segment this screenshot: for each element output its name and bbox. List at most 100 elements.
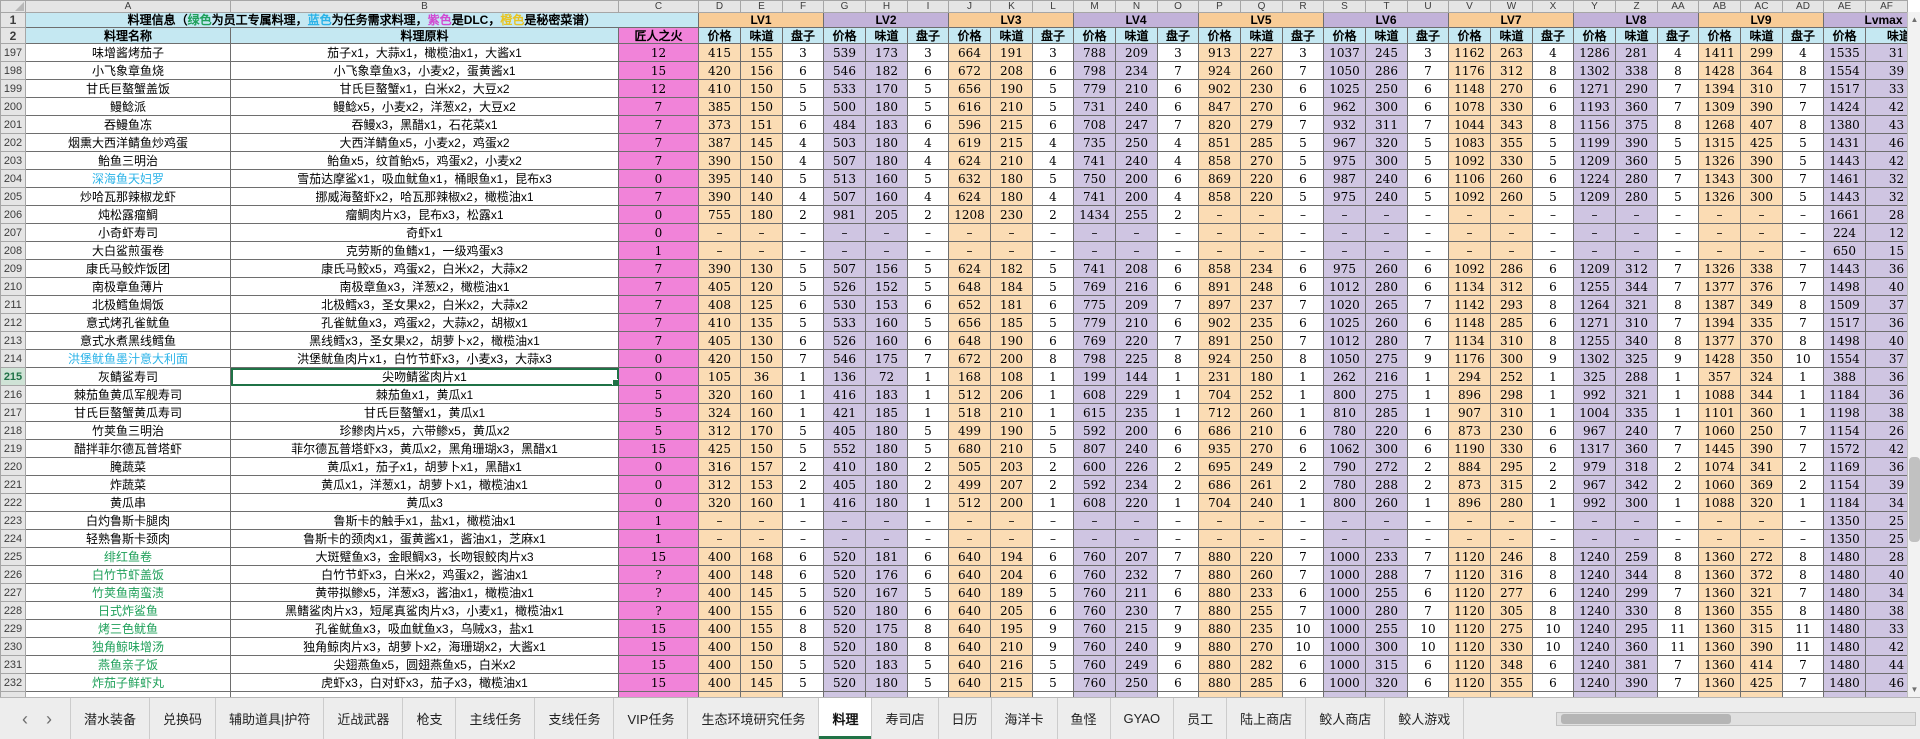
cell-price-lv3[interactable]: 640	[948, 547, 991, 566]
sheet-tab-支线任务[interactable]: 支线任务	[535, 698, 615, 739]
cell-craft-fire[interactable]: 7	[618, 259, 699, 278]
cell-price-lv6[interactable]: 962	[1323, 97, 1366, 116]
cell-plates-lv9[interactable]: 11	[1782, 619, 1824, 638]
cell-taste-lv3[interactable]: 185	[990, 313, 1033, 332]
cell-taste-lv3[interactable]: 190	[990, 79, 1033, 98]
cell-plates-lv1[interactable]: 3	[782, 43, 824, 62]
cell-taste-lv5[interactable]: 220	[1240, 169, 1283, 188]
cell-price-lv4[interactable]: 1434	[1073, 205, 1116, 224]
cell-taste-lv5[interactable]: 270	[1240, 439, 1283, 458]
cell-taste-lv1[interactable]: 155	[740, 43, 783, 62]
cell-dish-name[interactable]: 轻熟鲁斯卡颈肉	[25, 529, 231, 548]
cell-price-lv1[interactable]: 425	[698, 439, 741, 458]
cell-plates-lv8[interactable]: –	[1657, 223, 1699, 242]
cell-taste-lv5[interactable]: 261	[1240, 475, 1283, 494]
cell-ingredients[interactable]: 尖吻鲭鲨肉片x1	[230, 367, 619, 386]
column-letter-N[interactable]: N	[1115, 0, 1158, 13]
cell-price-lv1[interactable]: 410	[698, 79, 741, 98]
sheet-tab-料理-active[interactable]: 料理	[819, 698, 873, 739]
cell-price-lv6[interactable]: 1000	[1323, 673, 1366, 692]
cell-price-lv2[interactable]: 981	[823, 205, 866, 224]
cell-taste-lv3[interactable]: 210	[990, 439, 1033, 458]
cell-taste-lv5[interactable]: 180	[1240, 367, 1283, 386]
cell-taste-lv4[interactable]: 144	[1115, 367, 1158, 386]
cell-taste-lv3[interactable]: 200	[990, 493, 1033, 512]
cell-price-lv6[interactable]: 1012	[1323, 331, 1366, 350]
sheet-tab-陆上商店[interactable]: 陆上商店	[1227, 698, 1307, 739]
cell-taste-lv2[interactable]: –	[865, 241, 908, 260]
cell-plates-lv2[interactable]: 1	[907, 493, 949, 512]
cell-price-lv8[interactable]: 1240	[1573, 565, 1616, 584]
cell-price-lv3[interactable]: 672	[948, 61, 991, 80]
column-letter-K[interactable]: K	[990, 0, 1033, 13]
cell-price-lv4[interactable]: 760	[1073, 619, 1116, 638]
cell-taste-lv1[interactable]: 135	[740, 313, 783, 332]
cell-taste-lv5[interactable]: 237	[1240, 295, 1283, 314]
header-plates-lv6[interactable]: 盘子	[1407, 27, 1449, 44]
cell-price-lvmax[interactable]: 224	[1823, 223, 1866, 242]
header-price-lv5[interactable]: 价格	[1198, 27, 1241, 44]
cell-price-lv4[interactable]: 741	[1073, 151, 1116, 170]
cell-taste-lv3[interactable]: 230	[990, 205, 1033, 224]
cell-taste-lv8[interactable]: 280	[1615, 187, 1658, 206]
horizontal-scrollbar-thumb[interactable]	[1561, 714, 1731, 724]
cell-taste-lv2[interactable]: 160	[865, 187, 908, 206]
cell-plates-lv4[interactable]: 7	[1157, 61, 1199, 80]
cell-price-lv2[interactable]: 533	[823, 79, 866, 98]
cell-price-lv6[interactable]: 1025	[1323, 79, 1366, 98]
column-letter-E[interactable]: E	[740, 0, 783, 13]
sheet-tab-鲛人商店[interactable]: 鲛人商店	[1306, 698, 1386, 739]
cell-plates-lv8[interactable]: 2	[1657, 475, 1699, 494]
cell-craft-fire[interactable]: 7	[618, 133, 699, 152]
cell-plates-lv9[interactable]: –	[1782, 241, 1824, 260]
cell-price-lv3[interactable]: 652	[948, 295, 991, 314]
cell-plates-lv4[interactable]: 7	[1157, 547, 1199, 566]
sheet-tab-枪支[interactable]: 枪支	[403, 698, 457, 739]
cell-taste-lv8[interactable]: 299	[1615, 583, 1658, 602]
cell-plates-lv1[interactable]: 2	[782, 205, 824, 224]
cell-taste-lv3[interactable]: –	[990, 223, 1033, 242]
cell-taste-lv9[interactable]: –	[1740, 529, 1783, 548]
cell-taste-lv6[interactable]: 220	[1365, 421, 1408, 440]
cell-taste-lv5[interactable]: –	[1240, 511, 1283, 530]
cell-price-lv3[interactable]: 512	[948, 385, 991, 404]
level-group-header-Lvmax[interactable]: Lvmax	[1823, 12, 1908, 28]
cell-craft-fire[interactable]: 0	[618, 223, 699, 242]
cell-price-lvmax[interactable]: 388	[1823, 367, 1866, 386]
cell-price-lv6[interactable]: 800	[1323, 493, 1366, 512]
cell-plates-lv6[interactable]: 5	[1407, 133, 1449, 152]
cell-plates-lv6[interactable]: 9	[1407, 349, 1449, 368]
cell-price-lv8[interactable]: –	[1573, 529, 1616, 548]
cell-price-lv2[interactable]: 507	[823, 151, 866, 170]
cell-price-lv2[interactable]: 539	[823, 43, 866, 62]
header-plates-lv2[interactable]: 盘子	[907, 27, 949, 44]
cell-plates-lv3[interactable]: 5	[1032, 673, 1074, 692]
cell-price-lv7[interactable]: 1176	[1448, 349, 1491, 368]
cell-price-lv1[interactable]: 400	[698, 619, 741, 638]
cell-taste-lv7[interactable]: 230	[1490, 421, 1533, 440]
cell-price-lv2[interactable]: 507	[823, 259, 866, 278]
cell-price-lv2[interactable]: –	[823, 529, 866, 548]
cell-taste-lv8[interactable]: –	[1615, 223, 1658, 242]
cell-plates-lv9[interactable]: 5	[1782, 187, 1824, 206]
cell-plates-lv5[interactable]: 10	[1282, 619, 1324, 638]
cell-price-lv2[interactable]: 405	[823, 421, 866, 440]
cell-plates-lv7[interactable]: 6	[1532, 277, 1574, 296]
column-letter-J[interactable]: J	[948, 0, 991, 13]
cell-price-lv3[interactable]: –	[948, 529, 991, 548]
cell-price-lv1[interactable]: 400	[698, 547, 741, 566]
sheet-tab-潜水装备[interactable]: 潜水装备	[70, 698, 151, 739]
row-number-213[interactable]: 213	[0, 331, 26, 350]
cell-taste-lvmax[interactable]: 37	[1865, 349, 1908, 368]
column-letter-F[interactable]: F	[782, 0, 824, 13]
column-letter-O[interactable]: O	[1157, 0, 1199, 13]
cell-plates-lv5[interactable]: 6	[1282, 277, 1324, 296]
cell-plates-lv8[interactable]: 7	[1657, 169, 1699, 188]
level-group-header-LV5[interactable]: LV5	[1198, 12, 1324, 28]
cell-price-lv1[interactable]: 390	[698, 259, 741, 278]
column-letter-C[interactable]: C	[618, 0, 699, 13]
cell-taste-lv2[interactable]: 160	[865, 313, 908, 332]
cell-taste-lv2[interactable]: 180	[865, 493, 908, 512]
cell-taste-lv1[interactable]: 150	[740, 655, 783, 674]
cell-price-lv6[interactable]: 1000	[1323, 655, 1366, 674]
